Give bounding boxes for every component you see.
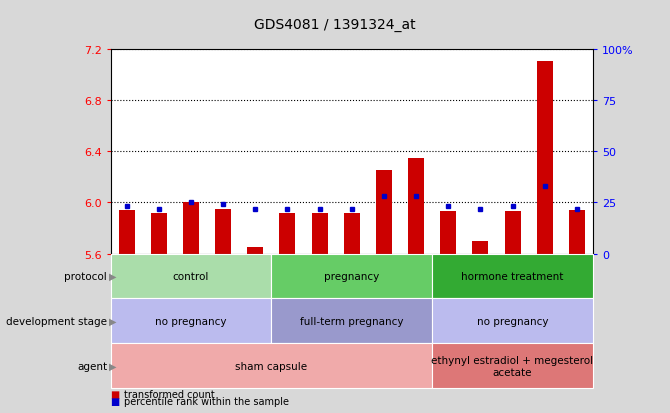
Text: pregnancy: pregnancy [324,271,379,281]
Text: GDS4081 / 1391324_at: GDS4081 / 1391324_at [254,18,416,32]
Text: ■: ■ [111,389,120,399]
Text: hormone treatment: hormone treatment [462,271,563,281]
Bar [151,213,167,254]
Bar [376,171,392,254]
Bar [215,209,231,254]
Bar [312,213,328,254]
Text: development stage: development stage [6,316,107,326]
Bar [472,241,488,254]
Bar [408,158,424,254]
Bar [569,211,585,254]
Text: control: control [173,271,209,281]
Text: ▶: ▶ [109,271,116,281]
Bar [505,212,521,254]
Text: protocol: protocol [64,271,107,281]
Text: ethynyl estradiol + megesterol
acetate: ethynyl estradiol + megesterol acetate [431,355,594,377]
Text: percentile rank within the sample: percentile rank within the sample [124,396,289,406]
Text: full-term pregnancy: full-term pregnancy [300,316,403,326]
Text: sham capsule: sham capsule [235,361,308,371]
Bar [183,203,199,254]
Bar [344,213,360,254]
Text: agent: agent [77,361,107,371]
Bar [279,213,295,254]
Text: ▶: ▶ [109,361,116,371]
Text: ■: ■ [111,396,120,406]
Bar [537,62,553,254]
Bar [440,212,456,254]
Bar [119,211,135,254]
Bar [247,248,263,254]
Text: no pregnancy: no pregnancy [477,316,548,326]
Text: no pregnancy: no pregnancy [155,316,226,326]
Text: transformed count: transformed count [124,389,214,399]
Text: ▶: ▶ [109,316,116,326]
